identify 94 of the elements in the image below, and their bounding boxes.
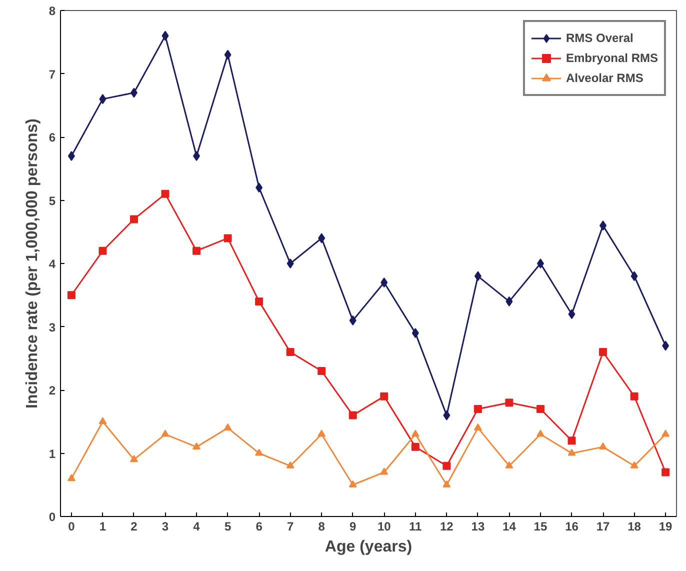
x-tick-label: 8 (318, 520, 326, 534)
y-tick-label: 7 (48, 67, 56, 82)
point (130, 88, 138, 98)
point (98, 417, 107, 424)
point (568, 436, 576, 445)
point (67, 474, 76, 482)
point (506, 296, 513, 306)
y-tick-label: 1 (48, 446, 56, 461)
x-tick-label: 5 (224, 520, 232, 534)
point (411, 442, 420, 451)
x-tick-label: 0 (68, 520, 76, 534)
point (474, 271, 482, 282)
point (536, 404, 544, 413)
point (192, 246, 201, 255)
point (130, 455, 138, 462)
point (348, 480, 357, 488)
y-tick-label: 0 (48, 510, 56, 524)
legend-label: Embryonal RMS (566, 51, 658, 65)
x-tick-label: 4 (193, 520, 200, 534)
point (600, 220, 607, 231)
point (224, 234, 232, 242)
point (318, 430, 326, 437)
point (256, 182, 263, 193)
point (380, 277, 388, 288)
y-tick-label: 3 (48, 320, 56, 334)
point (224, 423, 232, 430)
y-tick-label: 8 (48, 4, 56, 18)
point (599, 442, 608, 450)
point (662, 468, 670, 476)
legend-label: RMS Overal (566, 31, 634, 45)
point (99, 94, 106, 104)
point (442, 462, 451, 470)
point (193, 150, 200, 161)
point (630, 271, 638, 282)
point (380, 392, 388, 400)
x-tick-label: 15 (534, 520, 548, 534)
point (474, 404, 482, 413)
x-tick-label: 14 (502, 520, 516, 534)
point (255, 297, 264, 306)
point (443, 410, 450, 420)
point (411, 430, 420, 437)
y-tick-label: 5 (48, 194, 56, 208)
point (98, 246, 107, 255)
point (130, 215, 138, 224)
x-tick-label: 6 (256, 520, 263, 534)
point (505, 461, 514, 468)
point (286, 258, 294, 268)
point (474, 423, 482, 430)
x-tick-label: 10 (377, 520, 392, 534)
y-tick-label: 4 (48, 257, 56, 271)
x-tick-label: 9 (350, 520, 357, 534)
point (568, 448, 576, 456)
x-axis-title: Age (years) (324, 538, 412, 556)
point (286, 461, 294, 468)
point (349, 315, 356, 326)
point (442, 480, 451, 488)
point (255, 448, 264, 456)
point (68, 150, 75, 161)
point (380, 468, 388, 475)
x-tick-label: 18 (628, 520, 642, 534)
y-tick-label: 6 (48, 130, 56, 144)
point (348, 411, 357, 420)
point (192, 442, 201, 450)
x-tick-label: 11 (409, 520, 422, 534)
point (630, 392, 638, 400)
y-tick-label: 2 (48, 384, 56, 398)
x-tick-label: 19 (658, 520, 673, 534)
x-tick-label: 16 (565, 520, 579, 534)
x-tick-label: 17 (596, 520, 610, 534)
y-axis-title: Incidence rate (per 1,000,000 persons) (24, 118, 41, 408)
x-tick-label: 3 (162, 520, 169, 534)
point (662, 430, 670, 437)
point (162, 30, 169, 41)
point (536, 258, 544, 268)
x-tick-label: 2 (130, 520, 138, 534)
point (599, 348, 608, 356)
x-tick-label: 1 (99, 520, 106, 534)
point (286, 348, 294, 356)
point (536, 430, 544, 437)
point (662, 340, 670, 351)
point (568, 309, 576, 320)
legend-label: Alveolar RMS (566, 71, 644, 85)
point (505, 398, 514, 407)
point (161, 430, 170, 437)
point (412, 328, 419, 338)
point (67, 291, 76, 300)
point (318, 367, 326, 376)
point (161, 190, 170, 198)
x-tick-label: 13 (471, 520, 485, 534)
x-tick-label: 12 (440, 520, 454, 534)
point (630, 461, 638, 468)
x-tick-label: 7 (286, 520, 294, 534)
point (318, 233, 326, 244)
point (224, 50, 232, 60)
